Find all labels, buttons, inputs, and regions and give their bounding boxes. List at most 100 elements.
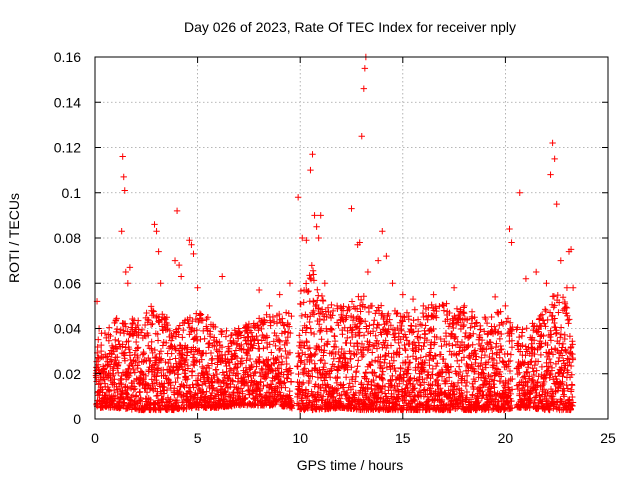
- data-point: [162, 358, 169, 366]
- data-point: [456, 368, 464, 376]
- data-point: [214, 387, 221, 395]
- data-point: [316, 315, 323, 323]
- data-point: [113, 325, 121, 333]
- data-point: [126, 372, 133, 380]
- data-point: [298, 357, 305, 364]
- data-point: [324, 304, 332, 311]
- data-point: [248, 329, 255, 336]
- data-point: [557, 334, 564, 341]
- data-point: [295, 370, 302, 378]
- data-point: [542, 307, 550, 315]
- data-point: [129, 319, 137, 327]
- data-point: [211, 334, 218, 341]
- data-point: [349, 383, 357, 390]
- data-point: [459, 373, 466, 380]
- data-point: [186, 388, 193, 395]
- data-point: [166, 327, 174, 335]
- data-point: [555, 299, 563, 306]
- data-point: [357, 296, 365, 304]
- data-point: [468, 308, 476, 315]
- data-point: [379, 368, 387, 375]
- data-point: [403, 309, 411, 316]
- data-point: [247, 364, 254, 371]
- data-point: [286, 392, 293, 399]
- data-point: [284, 368, 291, 375]
- data-point: [284, 375, 291, 382]
- data-point: [209, 379, 216, 387]
- data-point: [307, 166, 314, 174]
- data-point: [387, 322, 395, 329]
- data-point: [549, 351, 557, 358]
- data-point: [159, 311, 166, 318]
- data-point: [307, 313, 314, 320]
- data-point: [100, 365, 108, 373]
- data-point: [365, 395, 373, 403]
- data-point: [315, 234, 322, 242]
- data-point: [455, 363, 463, 370]
- data-point: [334, 385, 342, 392]
- data-point: [506, 319, 514, 326]
- data-point: [255, 324, 262, 332]
- data-point: [516, 189, 523, 196]
- data-point: [276, 345, 284, 352]
- data-point: [569, 399, 577, 406]
- data-point: [406, 376, 413, 383]
- data-point: [507, 390, 514, 398]
- data-point: [419, 375, 426, 383]
- data-point: [276, 338, 284, 346]
- data-point: [255, 286, 263, 294]
- data-point: [315, 321, 323, 328]
- data-point: [490, 380, 497, 388]
- data-point: [369, 328, 377, 335]
- data-point: [296, 332, 303, 339]
- data-point: [269, 313, 277, 321]
- data-point: [275, 365, 283, 372]
- data-point: [557, 324, 565, 331]
- x-axis-label: GPS time / hours: [297, 457, 404, 473]
- data-point: [342, 374, 350, 381]
- data-point: [175, 331, 182, 338]
- y-tick-label: 0.16: [54, 49, 81, 65]
- data-point: [504, 350, 511, 357]
- data-point: [471, 323, 478, 330]
- data-point: [480, 370, 487, 377]
- data-point: [496, 354, 503, 361]
- data-point: [361, 303, 369, 311]
- data-point: [163, 313, 171, 321]
- data-point: [299, 234, 306, 242]
- data-point: [153, 373, 160, 380]
- data-point: [338, 345, 345, 353]
- data-point: [317, 357, 324, 364]
- data-point: [211, 392, 219, 400]
- data-point: [444, 316, 451, 323]
- data-point: [258, 337, 265, 344]
- data-point: [301, 360, 308, 368]
- data-point: [540, 332, 547, 340]
- data-point: [193, 326, 201, 334]
- data-point: [379, 228, 386, 235]
- data-point: [400, 406, 407, 413]
- data-point: [416, 334, 424, 341]
- data-point: [463, 372, 471, 380]
- data-point: [521, 359, 528, 366]
- data-point: [450, 381, 458, 389]
- data-point: [278, 330, 286, 337]
- data-point: [540, 386, 548, 393]
- data-point: [348, 205, 355, 212]
- data-point: [365, 308, 373, 316]
- data-point: [355, 400, 362, 407]
- data-point: [307, 275, 315, 283]
- data-point: [201, 335, 208, 342]
- data-point: [353, 350, 360, 358]
- data-point: [372, 310, 379, 317]
- data-point: [157, 280, 164, 287]
- data-point: [481, 328, 488, 335]
- data-point: [405, 366, 412, 373]
- data-point: [545, 406, 552, 413]
- data-point: [212, 323, 219, 331]
- data-point: [171, 257, 179, 264]
- data-point: [549, 139, 556, 147]
- data-point: [310, 330, 318, 338]
- data-point: [197, 311, 205, 318]
- data-point: [457, 342, 464, 350]
